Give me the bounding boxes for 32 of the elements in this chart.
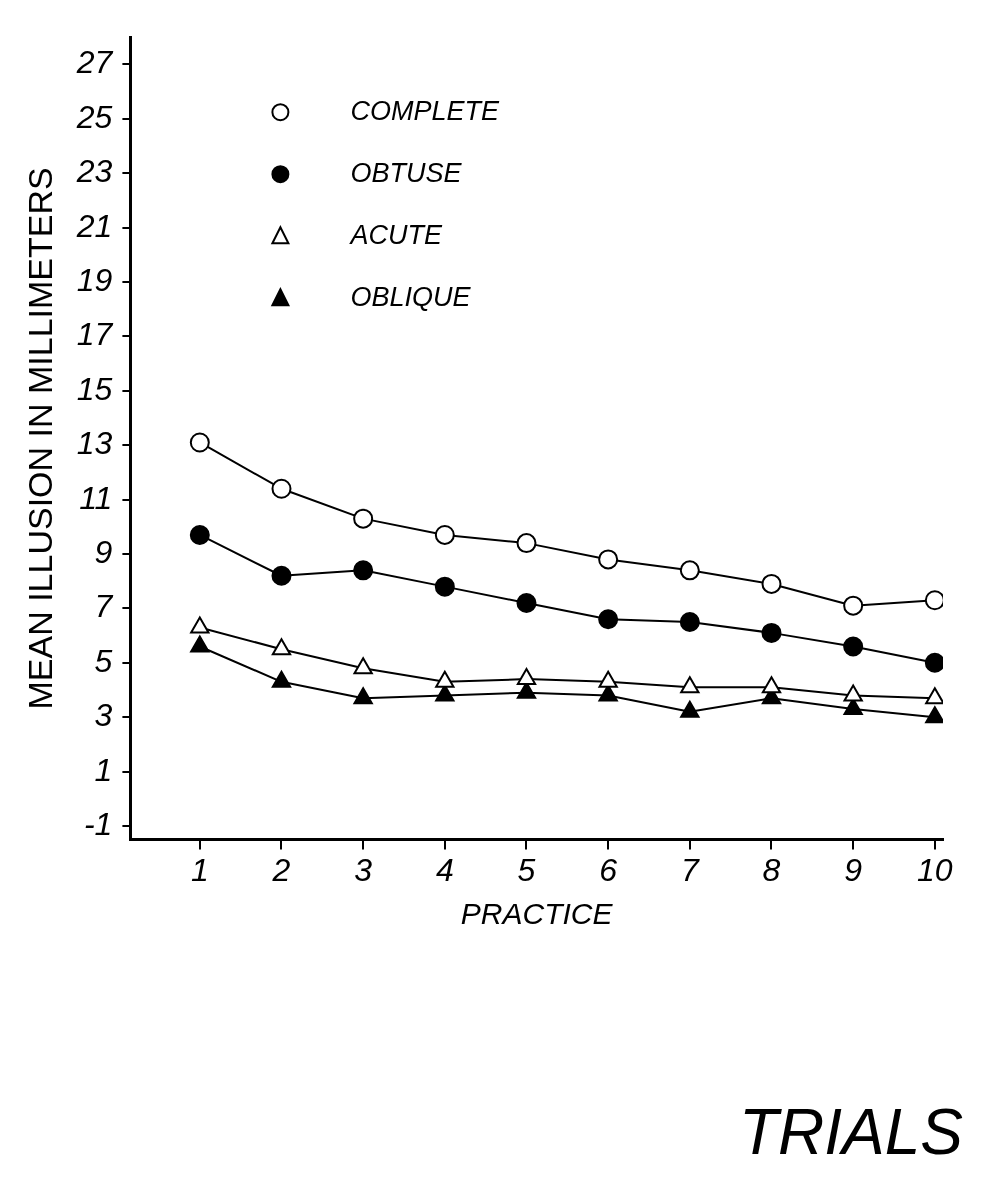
legend-label: COMPLETE	[350, 95, 500, 126]
y-tick-label: 17	[76, 316, 114, 353]
y-tick-label: 15	[76, 370, 113, 407]
y-tick-label: 27	[75, 44, 114, 81]
x-tick-label: 5	[517, 851, 536, 888]
x-axis-title: PRACTICE	[460, 897, 614, 931]
x-tick-label: 7	[680, 851, 700, 888]
y-tick-label: 25	[75, 98, 113, 135]
legend-label: ACUTE	[348, 219, 443, 250]
y-tick-label: 1	[94, 751, 113, 788]
y-tick-label: 11	[79, 479, 113, 516]
y-tick-label: 13	[76, 425, 113, 462]
x-tick-label: 8	[762, 851, 781, 888]
x-tick-label: 3	[354, 851, 373, 888]
y-tick-label: 3	[94, 697, 113, 734]
x-tick-label: 10	[917, 851, 953, 888]
x-tick-label: 9	[844, 851, 863, 888]
x-tick-label: 2	[271, 851, 291, 888]
y-tick-label: 7	[94, 588, 114, 625]
y-tick-label: 19	[76, 261, 113, 298]
legend-label: OBLIQUE	[350, 281, 472, 312]
y-tick-label: 23	[75, 153, 113, 190]
y-axis-title: MEAN ILLUSION IN MILLIMETERS	[20, 167, 59, 710]
y-tick-label: 5	[94, 642, 113, 679]
x-tick-label: 4	[435, 851, 454, 888]
x-tick-label: 1	[190, 851, 209, 888]
x-tick-label: 6	[599, 851, 618, 888]
y-tick-label: 21	[75, 207, 113, 244]
y-tick-label: -1	[83, 805, 113, 842]
text: TRIALS	[738, 1095, 963, 1168]
y-tick-label: 9	[94, 533, 113, 570]
legend-label: OBTUSE	[350, 157, 463, 188]
